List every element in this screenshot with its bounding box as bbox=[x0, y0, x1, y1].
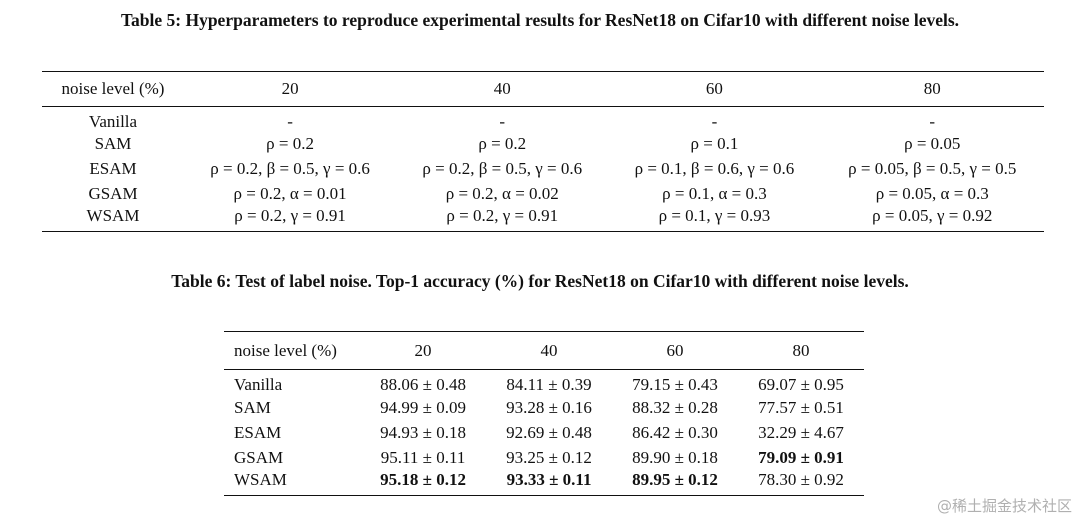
header-cell: 80 bbox=[820, 71, 1044, 107]
table-cell: 32.29 ± 4.67 bbox=[758, 422, 844, 442]
table-row: SAM 94.99 ± 0.09 93.28 ± 0.16 88.32 ± 0.… bbox=[224, 395, 864, 420]
table-cell: ρ = 0.2, β = 0.5, γ = 0.6 bbox=[422, 159, 583, 179]
header-cell: 40 bbox=[396, 71, 609, 107]
table-cell: 88.32 ± 0.28 bbox=[632, 397, 718, 417]
header-cell: 40 bbox=[486, 331, 612, 370]
table-cell: 78.30 ± 0.92 bbox=[758, 470, 844, 489]
table-cell: 79.15 ± 0.43 bbox=[632, 375, 718, 394]
table-cell: ρ = 0.2, γ = 0.91 bbox=[446, 206, 559, 226]
table6-caption: Table 6: Test of label noise. Top-1 accu… bbox=[171, 271, 909, 291]
watermark: @稀土掘金技术社区 bbox=[936, 497, 1072, 515]
table-cell: - bbox=[499, 112, 506, 131]
table-cell: - bbox=[711, 112, 718, 131]
table-cell: 93.25 ± 0.12 bbox=[506, 447, 592, 467]
table-cell: 77.57 ± 0.51 bbox=[758, 397, 844, 417]
row-label: GSAM bbox=[88, 183, 138, 203]
hyperparameter-table: noise level (%) 20 40 60 80 Vanilla - - … bbox=[42, 71, 1044, 233]
header-cell: 60 bbox=[612, 331, 738, 370]
table-header-row: noise level (%) 20 40 60 80 bbox=[224, 331, 864, 370]
table-row: Vanilla 88.06 ± 0.48 84.11 ± 0.39 79.15 … bbox=[224, 370, 864, 396]
row-label: SAM bbox=[94, 134, 132, 154]
table-cell: ρ = 0.05, β = 0.5, γ = 0.5 bbox=[848, 159, 1017, 179]
table-cell: ρ = 0.2, β = 0.5, γ = 0.6 bbox=[210, 159, 370, 179]
table-cell: 86.42 ± 0.30 bbox=[632, 422, 718, 442]
table-cell: ρ = 0.05 bbox=[904, 134, 961, 154]
table-cell: 95.18 ± 0.12 bbox=[380, 470, 466, 489]
row-label: WSAM bbox=[86, 206, 140, 226]
table-row: WSAM 95.18 ± 0.12 93.33 ± 0.11 89.95 ± 0… bbox=[224, 470, 864, 496]
table-row: ESAM ρ = 0.2, β = 0.5, γ = 0.6 ρ = 0.2, … bbox=[42, 157, 1044, 182]
table-cell: ρ = 0.1 bbox=[690, 134, 739, 154]
table-cell: 84.11 ± 0.39 bbox=[506, 375, 592, 394]
header-cell: 60 bbox=[608, 71, 821, 107]
table-row: Vanilla - - - - bbox=[42, 107, 1044, 133]
table-cell: ρ = 0.05, γ = 0.92 bbox=[872, 206, 993, 226]
table-cell: 69.07 ± 0.95 bbox=[758, 375, 844, 394]
label-noise-accuracy-table: noise level (%) 20 40 60 80 Vanilla 88.0… bbox=[224, 331, 864, 496]
table-cell: 89.95 ± 0.12 bbox=[632, 470, 718, 489]
table-row: GSAM 95.11 ± 0.11 93.25 ± 0.12 89.90 ± 0… bbox=[224, 445, 864, 470]
row-label: Vanilla bbox=[88, 112, 138, 131]
header-cell: noise level (%) bbox=[224, 331, 361, 370]
header-cell: 80 bbox=[737, 331, 864, 370]
row-label: SAM bbox=[234, 397, 271, 417]
table-cell: 92.69 ± 0.48 bbox=[506, 422, 592, 442]
table-cell: 79.09 ± 0.91 bbox=[758, 447, 844, 467]
table-row: SAM ρ = 0.2 ρ = 0.2 ρ = 0.1 ρ = 0.05 bbox=[42, 132, 1044, 157]
table-cell: ρ = 0.05, α = 0.3 bbox=[875, 183, 989, 203]
table-cell: 93.28 ± 0.16 bbox=[506, 397, 592, 417]
row-label: ESAM bbox=[234, 422, 282, 442]
row-label: Vanilla bbox=[234, 375, 283, 394]
table-cell: ρ = 0.2 bbox=[478, 134, 527, 154]
table-cell: ρ = 0.1, β = 0.6, γ = 0.6 bbox=[634, 159, 795, 179]
row-label: GSAM bbox=[234, 447, 284, 467]
table-cell: - bbox=[287, 112, 293, 131]
table-cell: ρ = 0.1, γ = 0.93 bbox=[658, 206, 771, 226]
table-row: WSAM ρ = 0.2, γ = 0.91 ρ = 0.2, γ = 0.91… bbox=[42, 206, 1044, 232]
table-cell: ρ = 0.2, α = 0.01 bbox=[233, 183, 347, 203]
table-header-row: noise level (%) 20 40 60 80 bbox=[42, 71, 1044, 107]
row-label: ESAM bbox=[89, 159, 137, 179]
table-cell: ρ = 0.1, α = 0.3 bbox=[662, 183, 767, 203]
table-cell: ρ = 0.2, γ = 0.91 bbox=[234, 206, 346, 226]
table5-caption: Table 5: Hyperparameters to reproduce ex… bbox=[120, 10, 960, 30]
header-cell: 20 bbox=[360, 331, 487, 370]
table-cell: 93.33 ± 0.11 bbox=[506, 470, 592, 489]
table-cell: ρ = 0.2 bbox=[266, 134, 314, 154]
table-cell: ρ = 0.2, α = 0.02 bbox=[445, 183, 559, 203]
table-cell: 94.93 ± 0.18 bbox=[380, 422, 466, 442]
row-label: WSAM bbox=[234, 470, 287, 489]
table-cell: 88.06 ± 0.48 bbox=[380, 375, 466, 394]
table-cell: 94.99 ± 0.09 bbox=[380, 397, 466, 417]
header-cell: noise level (%) bbox=[42, 71, 184, 107]
table-cell: - bbox=[929, 112, 936, 131]
header-cell: 20 bbox=[184, 71, 397, 107]
table-row: GSAM ρ = 0.2, α = 0.01 ρ = 0.2, α = 0.02… bbox=[42, 182, 1044, 207]
table-cell: 95.11 ± 0.11 bbox=[380, 447, 466, 467]
table-cell: 89.90 ± 0.18 bbox=[632, 447, 718, 467]
table-row: ESAM 94.93 ± 0.18 92.69 ± 0.48 86.42 ± 0… bbox=[224, 420, 864, 445]
